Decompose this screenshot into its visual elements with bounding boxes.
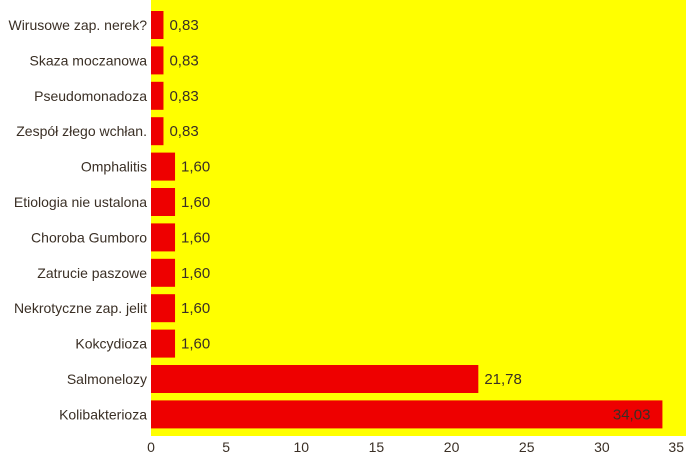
category-label: Kokcydioza xyxy=(75,336,147,352)
value-label: 1,60 xyxy=(181,336,210,353)
category-label: Kolibakterioza xyxy=(59,406,147,422)
x-tick-label: 5 xyxy=(222,439,230,455)
bar xyxy=(151,117,164,146)
x-tick-label: 10 xyxy=(293,439,309,455)
x-tick-label: 20 xyxy=(444,439,460,455)
bar xyxy=(151,365,479,393)
category-label: Zespół złego wchłan. xyxy=(16,123,147,139)
category-label: Zatrucie paszowe xyxy=(37,265,147,281)
value-label: 21,78 xyxy=(484,371,522,388)
category-label: Salmonelozy xyxy=(67,371,147,387)
category-label: Nekrotyczne zap. jelit xyxy=(14,300,147,316)
x-tick-label: 25 xyxy=(519,439,535,455)
value-label: 0,83 xyxy=(169,88,198,105)
x-tick-label: 35 xyxy=(668,439,684,455)
value-label: 1,60 xyxy=(181,265,210,282)
bar xyxy=(151,11,164,39)
x-tick-label: 30 xyxy=(594,439,610,455)
x-tick-label: 0 xyxy=(147,439,155,455)
value-label: 1,60 xyxy=(181,194,210,211)
plot-background xyxy=(151,0,686,436)
bar xyxy=(151,188,176,216)
value-label: 1,60 xyxy=(181,300,210,317)
bar xyxy=(151,400,663,429)
bar xyxy=(151,258,176,287)
bar xyxy=(151,329,176,358)
category-label: Pseudomonadoza xyxy=(34,88,147,104)
value-label: 0,83 xyxy=(169,17,198,34)
value-label: 0,83 xyxy=(169,123,198,140)
bar xyxy=(151,81,164,110)
bar xyxy=(151,46,164,75)
x-tick-label: 15 xyxy=(369,439,385,455)
category-label: Skaza moczanowa xyxy=(29,52,147,68)
category-label: Omphalitis xyxy=(81,159,147,175)
category-label: Etiologia nie ustalona xyxy=(14,194,147,210)
bar xyxy=(151,152,176,181)
category-label: Wirusowe zap. nerek? xyxy=(8,17,147,33)
value-label: 1,60 xyxy=(181,159,210,176)
bar xyxy=(151,223,176,252)
value-label: 0,83 xyxy=(169,52,198,69)
value-label: 34,03 xyxy=(613,406,651,423)
category-label: Choroba Gumboro xyxy=(31,229,147,245)
bar xyxy=(151,294,176,323)
value-label: 1,60 xyxy=(181,229,210,246)
